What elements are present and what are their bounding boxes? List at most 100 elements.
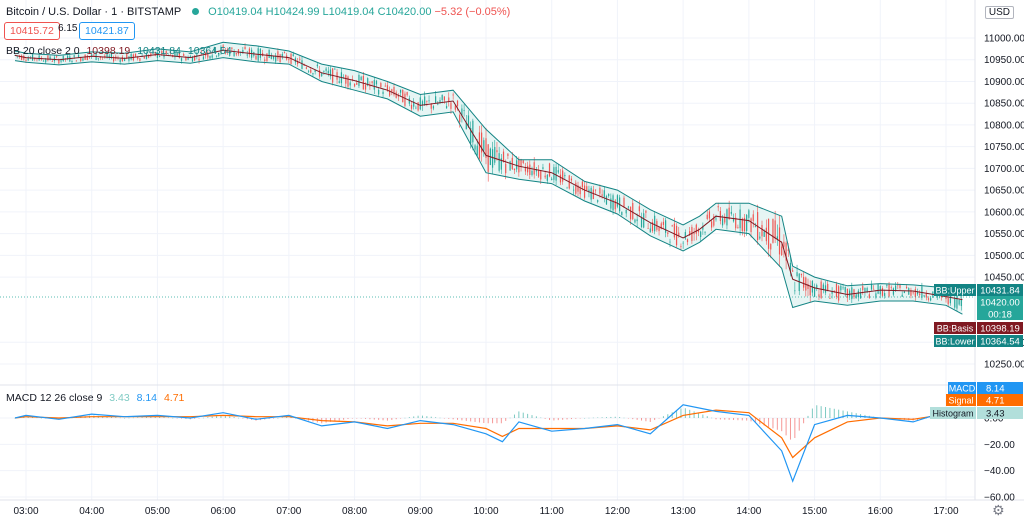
macd-hist-bar	[605, 417, 607, 418]
candle-body	[708, 211, 711, 219]
buy-price-button[interactable]: 10421.87	[79, 22, 135, 40]
candle-body	[527, 165, 529, 173]
price-tag-name: BB:Basis	[937, 324, 974, 334]
price-tag-box	[977, 335, 1023, 347]
candle-body	[842, 287, 844, 289]
candle-body	[430, 103, 432, 109]
candle-body	[566, 187, 568, 189]
macd-tick-label: −40.00	[984, 466, 1015, 477]
macd-hist-bar	[286, 416, 288, 418]
candle-body	[277, 51, 279, 59]
macd-hist-bar	[216, 416, 218, 418]
macd-tag-name: MACD	[949, 384, 976, 394]
time-tick-label: 09:00	[408, 506, 433, 517]
symbol-title[interactable]: Bitcoin / U.S. Dollar · 1 · BITSTAMP	[6, 6, 182, 18]
candle-body	[393, 86, 395, 95]
macd-hist-bar	[733, 418, 735, 421]
candle-body	[616, 195, 619, 207]
candle-body	[452, 94, 454, 96]
macd-hist-bar	[768, 418, 770, 427]
candle-body	[99, 57, 102, 59]
candle-body	[686, 239, 689, 243]
macd-hist-bar	[807, 415, 809, 418]
macd-tag-box	[977, 382, 1023, 394]
candle-body	[119, 59, 121, 62]
time-tick-label: 12:00	[605, 506, 630, 517]
candle-body	[60, 60, 62, 62]
macd-hist-bar	[470, 418, 472, 422]
candle-body	[318, 69, 321, 77]
candle-body	[689, 231, 691, 235]
macd-hist-bar	[649, 418, 651, 422]
candle-body	[901, 294, 903, 297]
candle-body	[145, 53, 148, 60]
macd-hist-bar	[614, 416, 616, 418]
time-tick-label: 07:00	[276, 506, 301, 517]
candle-body	[415, 107, 417, 109]
price-tick-label: 11000.00	[984, 34, 1024, 45]
candle-body	[369, 84, 371, 87]
price-tag-name: BB:Upper	[935, 286, 974, 296]
candle-body	[321, 73, 323, 77]
candle-body	[459, 115, 461, 122]
candle-body	[809, 286, 811, 296]
candle-body	[627, 206, 629, 208]
macd-hist-bar	[224, 415, 226, 418]
macd-tag-name-box	[946, 394, 976, 406]
macd-hist-bar	[557, 418, 559, 421]
candle-body	[575, 182, 577, 194]
candle-body	[275, 55, 277, 62]
bb-legend[interactable]: BB 20 close 2 0 10398.19 10431.84 10364.…	[6, 45, 236, 57]
candle-body	[838, 286, 840, 301]
macd-hist-bar	[570, 418, 572, 420]
candle-body	[402, 89, 404, 103]
macd-hist-bar	[461, 418, 463, 421]
candle-body	[391, 89, 393, 92]
candle-body	[207, 52, 209, 58]
price-axis[interactable]: 11000.00 10950.00 10900.00 10850.00 10800.00…	[984, 34, 1024, 371]
macd-hist-bar	[268, 418, 270, 420]
candle-body	[800, 273, 803, 276]
macd-hist-bar	[693, 411, 695, 418]
candle-body	[612, 195, 614, 211]
sell-price-button[interactable]: 10415.72	[4, 22, 60, 40]
candle-body	[824, 285, 827, 293]
candle-body	[159, 56, 161, 57]
price-tick-label: 10500.00	[984, 251, 1024, 262]
macd-hist-bar	[400, 418, 402, 419]
macd-hist-bar	[754, 418, 756, 423]
candle-body	[233, 52, 235, 57]
candle-body	[498, 153, 500, 171]
macd-legend[interactable]: MACD 12 26 close 9 3.43 8.14 4.71	[6, 392, 188, 404]
macd-hist-bar	[229, 416, 231, 418]
price-tag-box	[977, 284, 1023, 296]
macd-hist-bar	[154, 416, 156, 418]
macd-hist-bar	[242, 418, 244, 419]
candle-body	[371, 81, 373, 83]
candle-body	[700, 231, 702, 238]
candle-body	[183, 54, 185, 56]
candle-body	[570, 178, 573, 181]
time-tick-label: 17:00	[933, 506, 958, 517]
candle-body	[211, 55, 213, 58]
candle-body	[555, 166, 557, 181]
gear-icon[interactable]: ⚙	[992, 502, 1005, 518]
macd-tag-value: 4.71	[986, 396, 1005, 407]
price-tag-value: 10398.19	[980, 324, 1020, 335]
currency-label[interactable]: USD	[984, 6, 1014, 19]
candle-body	[559, 174, 562, 183]
price-tag-box	[977, 308, 1023, 320]
macd-hist-bar	[829, 407, 831, 418]
bb-legend-basis: 10398.19	[86, 45, 131, 57]
macd-hist-bar	[662, 416, 664, 418]
candle-body	[130, 54, 132, 60]
macd-hist-bar	[439, 417, 441, 419]
candle-body	[513, 168, 516, 171]
candle-body	[846, 288, 849, 298]
time-axis[interactable]: 03:00 04:00 05:00 06:00 07:00 08:00 09:00 10:00…	[13, 506, 958, 517]
bb-legend-lower: 10364.54	[187, 45, 232, 57]
macd-hist-bar	[820, 406, 822, 418]
candle-body	[327, 70, 329, 74]
candle-body	[283, 52, 286, 53]
